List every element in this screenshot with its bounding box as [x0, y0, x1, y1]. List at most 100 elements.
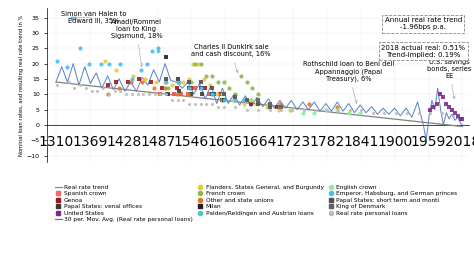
Point — [71, 86, 78, 90]
Point — [185, 86, 193, 90]
Point — [128, 92, 136, 97]
Point — [288, 107, 295, 112]
Point — [247, 101, 255, 106]
Text: U.S. savings
bonds, series
EE: U.S. savings bonds, series EE — [427, 59, 471, 98]
Point — [209, 92, 216, 97]
Point — [254, 92, 262, 97]
Point — [202, 101, 210, 106]
Point — [392, 110, 400, 115]
Point — [457, 117, 465, 121]
Point — [333, 104, 341, 109]
Point — [454, 114, 462, 118]
Point — [163, 77, 170, 81]
Point — [322, 107, 329, 112]
Point — [266, 107, 273, 112]
Point — [185, 86, 193, 90]
Point — [275, 107, 283, 112]
Point — [205, 92, 212, 97]
Point — [248, 86, 256, 90]
Point — [415, 110, 422, 115]
Point — [310, 110, 318, 115]
Point — [93, 89, 101, 93]
Point — [137, 68, 145, 72]
Point — [333, 107, 341, 112]
Point — [356, 110, 364, 115]
Point — [213, 92, 220, 97]
Point — [286, 107, 294, 112]
Point — [105, 61, 113, 66]
Point — [184, 92, 192, 97]
Point — [231, 95, 239, 100]
Point — [173, 86, 180, 90]
Point — [124, 80, 132, 84]
Point — [197, 80, 204, 84]
Point — [174, 80, 182, 84]
Point — [143, 61, 150, 66]
Point — [163, 55, 170, 60]
Point — [191, 101, 199, 106]
Point — [65, 80, 73, 84]
Point — [163, 77, 170, 81]
Point — [436, 92, 444, 97]
Point — [323, 107, 331, 112]
Point — [243, 107, 250, 112]
Point — [155, 49, 162, 54]
Point — [54, 83, 61, 87]
Point — [219, 92, 226, 97]
Point — [180, 98, 187, 103]
Point — [243, 98, 250, 103]
Point — [197, 86, 204, 90]
Point — [76, 83, 84, 87]
Point — [191, 86, 199, 90]
Point — [104, 92, 111, 97]
Point — [438, 110, 446, 115]
Text: Simon van Halen to
Edward III, 35%: Simon van Halen to Edward III, 35% — [61, 11, 126, 24]
Point — [237, 74, 245, 78]
Point — [443, 101, 450, 106]
Point — [197, 61, 204, 66]
Point — [158, 86, 166, 90]
Point — [127, 80, 135, 84]
Point — [427, 110, 434, 115]
Point — [187, 80, 195, 84]
Point — [231, 95, 239, 100]
Point — [155, 46, 162, 50]
Point — [145, 92, 153, 97]
Point — [240, 98, 248, 103]
Point — [231, 98, 239, 103]
Point — [277, 107, 285, 112]
Point — [242, 98, 249, 103]
Point — [220, 92, 228, 97]
Point — [209, 101, 216, 106]
Point — [449, 114, 457, 118]
Text: Amadi/Rommel
loan to King
Sigsmund, 18%: Amadi/Rommel loan to King Sigsmund, 18% — [110, 19, 162, 66]
Point — [180, 80, 187, 84]
Point — [139, 92, 147, 97]
Point — [187, 86, 195, 90]
Point — [451, 110, 459, 115]
Point — [185, 80, 193, 84]
Point — [209, 74, 216, 78]
Point — [194, 61, 202, 66]
Text: Annual real rate trend
-1.96bps p.a.: Annual real rate trend -1.96bps p.a. — [385, 17, 462, 30]
Point — [151, 92, 158, 97]
Point — [209, 86, 216, 90]
Point — [174, 80, 182, 84]
Point — [299, 110, 307, 115]
Point — [220, 104, 228, 109]
Point — [161, 80, 169, 84]
Point — [88, 89, 95, 93]
Point — [117, 61, 124, 66]
Point — [446, 104, 453, 109]
Text: 2018 actual real: 0.51%
Trend-implied: 0.19%: 2018 actual real: 0.51% Trend-implied: 0… — [381, 45, 465, 58]
Point — [219, 98, 226, 103]
Point — [105, 92, 113, 97]
Point — [305, 101, 312, 106]
Point — [243, 80, 250, 84]
Point — [130, 74, 137, 78]
Point — [247, 98, 255, 103]
Point — [201, 77, 208, 81]
Point — [254, 107, 262, 112]
Point — [209, 92, 216, 97]
Point — [458, 117, 466, 121]
